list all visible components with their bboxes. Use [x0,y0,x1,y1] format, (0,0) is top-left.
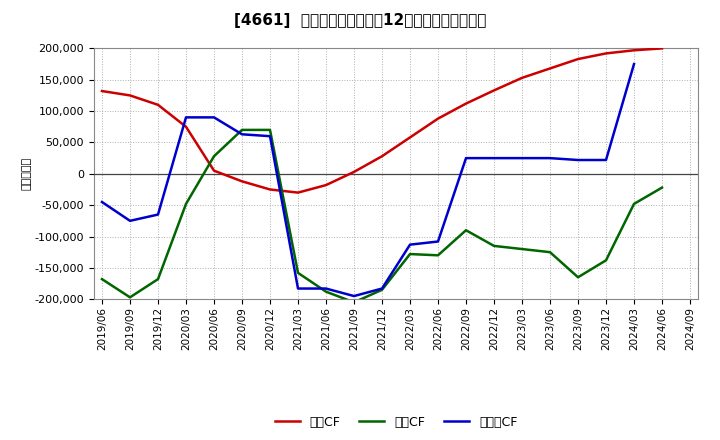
投資CF [98,276,107,282]
営業CF [98,88,107,94]
営業CF [490,88,498,93]
営業CF [657,46,666,51]
営業CF [462,101,470,106]
投資CF [266,127,274,132]
フリーCF [210,115,218,120]
投資CF [153,276,162,282]
Y-axis label: （百万円）: （百万円） [22,157,32,191]
営業CF [602,51,611,56]
営業CF [518,75,526,81]
フリーCF [126,218,135,224]
投資CF [405,251,414,257]
Line: 営業CF: 営業CF [102,48,662,193]
営業CF [294,190,302,195]
投資CF [433,253,442,258]
営業CF [181,124,190,129]
投資CF [322,289,330,294]
フリーCF [266,133,274,139]
Text: [4661]  キャッシュフローの12か月移動合計の推移: [4661] キャッシュフローの12か月移動合計の推移 [234,13,486,28]
フリーCF [98,199,107,205]
営業CF [405,135,414,140]
投資CF [294,270,302,275]
フリーCF [378,286,387,291]
フリーCF [630,62,639,67]
フリーCF [574,158,582,163]
フリーCF [153,212,162,217]
フリーCF [238,132,246,137]
フリーCF [350,293,359,299]
投資CF [490,243,498,249]
投資CF [126,295,135,300]
投資CF [630,201,639,206]
Line: フリーCF: フリーCF [102,64,634,296]
Legend: 営業CF, 投資CF, フリーCF: 営業CF, 投資CF, フリーCF [270,411,522,434]
投資CF [657,185,666,190]
投資CF [181,201,190,206]
営業CF [350,169,359,175]
フリーCF [405,242,414,247]
フリーCF [322,286,330,291]
投資CF [210,154,218,159]
営業CF [238,179,246,184]
フリーCF [294,286,302,291]
投資CF [574,275,582,280]
営業CF [266,187,274,192]
投資CF [238,127,246,132]
営業CF [210,168,218,173]
フリーCF [602,158,611,163]
投資CF [546,249,554,255]
営業CF [574,56,582,62]
投資CF [350,300,359,305]
フリーCF [462,155,470,161]
投資CF [462,227,470,233]
Line: 投資CF: 投資CF [102,130,662,302]
営業CF [153,102,162,107]
営業CF [378,154,387,159]
投資CF [518,246,526,252]
投資CF [378,287,387,293]
営業CF [630,48,639,53]
フリーCF [181,115,190,120]
営業CF [322,183,330,188]
投資CF [602,258,611,263]
営業CF [126,93,135,98]
フリーCF [433,239,442,244]
フリーCF [518,155,526,161]
フリーCF [546,155,554,161]
フリーCF [490,155,498,161]
営業CF [433,116,442,121]
営業CF [546,66,554,71]
